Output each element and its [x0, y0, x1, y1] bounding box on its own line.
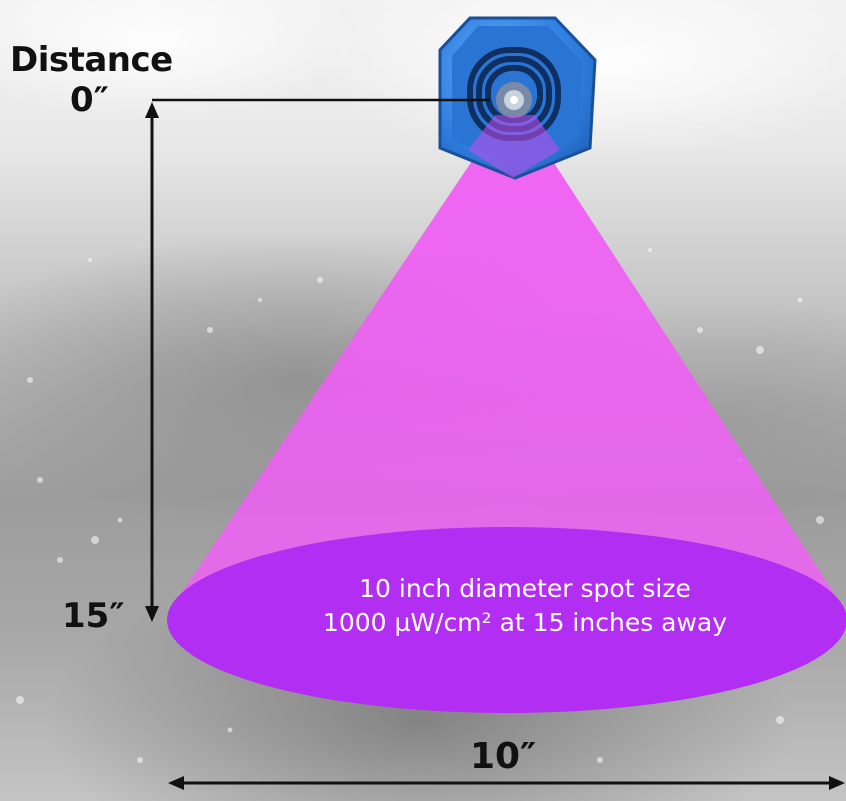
- distance-label: Distance: [10, 40, 173, 80]
- uv-led-device-icon: [438, 16, 597, 180]
- vertical-dimension-arrow: [145, 102, 159, 622]
- horizontal-dimension-arrow: [168, 776, 845, 790]
- spot-size-text: 10 inch diameter spot size: [359, 574, 691, 603]
- distance-zero-label: 0″: [70, 80, 109, 120]
- distance-fifteen-label: 15″: [62, 596, 125, 636]
- spot-ellipse: [167, 527, 846, 713]
- uv-beam-cone: [170, 100, 845, 610]
- diameter-ten-label: 10″: [470, 736, 537, 777]
- irradiance-text: 1000 µW/cm² at 15 inches away: [322, 608, 728, 637]
